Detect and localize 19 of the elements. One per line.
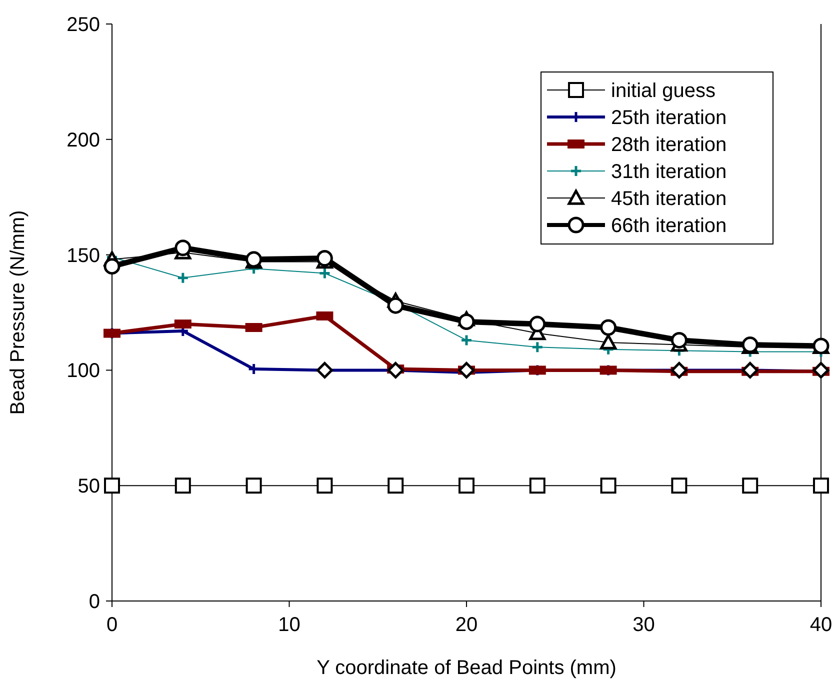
y-tick-label: 150 <box>66 244 100 267</box>
x-tick-label: 10 <box>278 614 300 636</box>
legend-label: initial guess <box>611 80 716 102</box>
y-tick-label: 50 <box>78 476 100 498</box>
y-tick-label: 250 <box>66 14 100 36</box>
legend-label: 45th iteration <box>611 188 727 210</box>
x-tick-label: 30 <box>632 614 655 636</box>
y-tick-label: 100 <box>66 360 100 382</box>
legend-label: 31th iteration <box>611 161 727 183</box>
x-tick-label: 20 <box>455 614 478 636</box>
y-axis-title: Bead Pressure (N/mm) <box>7 210 29 415</box>
x-tick-label: 40 <box>810 614 832 636</box>
legend-label: 28th iteration <box>611 134 727 156</box>
y-tick-label: 200 <box>66 129 100 152</box>
x-tick-label: 0 <box>106 614 118 636</box>
legend-label: 25th iteration <box>611 107 727 129</box>
legend-label: 66th iteration <box>611 215 727 237</box>
y-tick-label: 0 <box>88 591 100 613</box>
x-axis-title: Y coordinate of Bead Points (mm) <box>316 657 616 679</box>
